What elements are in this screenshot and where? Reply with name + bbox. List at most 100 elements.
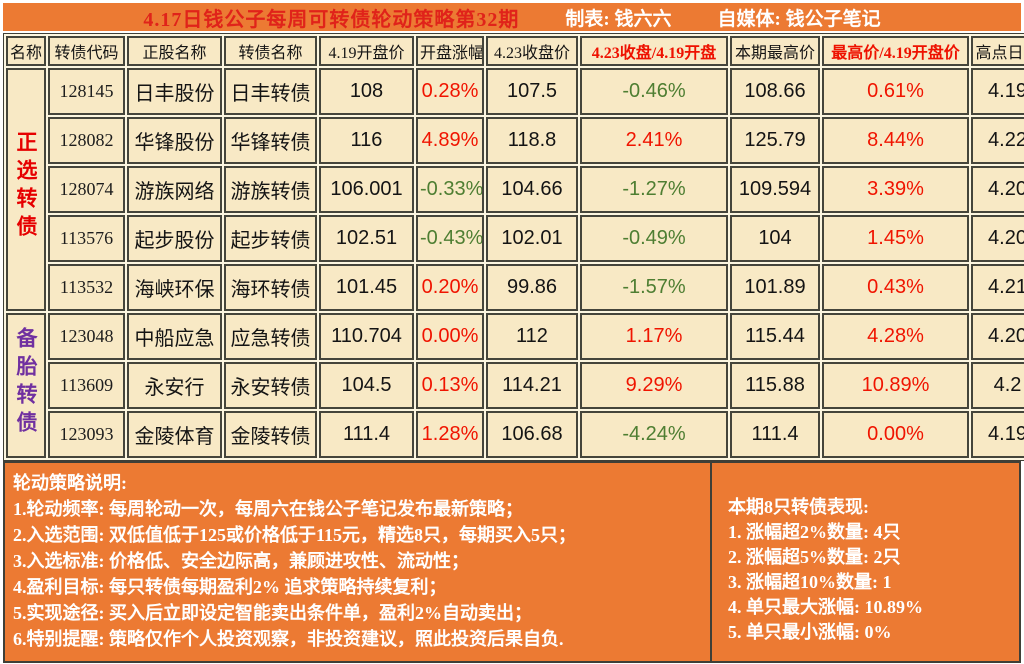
strategy-notes-panel: 轮动策略说明: 1.轮动频率: 每周轮动一次，每周六在钱公子笔记发布最新策略； … (5, 463, 712, 661)
cell-close-open-ratio: -4.24% (580, 411, 728, 458)
cell-bond-code: 113532 (48, 264, 125, 311)
col-header-bond-code: 转债代码 (48, 36, 125, 66)
cell-open-price: 101.45 (319, 264, 414, 311)
group-label-primary: 正选转债 (6, 68, 46, 311)
cell-close-price: 106.68 (486, 411, 578, 458)
group-label-backup-text: 备胎转债 (14, 327, 38, 439)
strategy-note-1: 1.轮动频率: 每周轮动一次，每周六在钱公子笔记发布最新策略； (13, 499, 523, 519)
cell-close-open-ratio: -1.27% (580, 166, 728, 213)
cell-bond-name: 游族转债 (224, 166, 317, 213)
cell-open-change: -0.43% (416, 215, 484, 262)
cell-high-date: 4.20 (971, 166, 1024, 213)
cell-bond-code: 123048 (48, 313, 125, 360)
col-header-name: 名称 (6, 36, 46, 66)
table-row: 113532 海峡环保 海环转债 101.45 0.20% 99.86 -1.5… (6, 264, 1024, 311)
cell-bond-name: 永安转债 (224, 362, 317, 409)
cell-open-change: 0.00% (416, 313, 484, 360)
cell-stock-name: 中船应急 (127, 313, 222, 360)
strategy-note-2: 2.入选范围: 双低值低于125或价格低于115元，精选8只，每期买入5只； (13, 525, 576, 545)
cell-open-price: 102.51 (319, 215, 414, 262)
cell-stock-name: 永安行 (127, 362, 222, 409)
cell-open-price: 116 (319, 117, 414, 164)
cell-stock-name: 起步股份 (127, 215, 222, 262)
col-header-high-price: 本期最高价 (730, 36, 820, 66)
col-header-close-price: 4.23收盘价 (486, 36, 578, 66)
cell-bond-name: 华锋转债 (224, 117, 317, 164)
cell-stock-name: 游族网络 (127, 166, 222, 213)
cell-close-open-ratio: 1.17% (580, 313, 728, 360)
cell-high-open-ratio: 0.43% (822, 264, 969, 311)
cell-open-change: 1.28% (416, 411, 484, 458)
cell-close-open-ratio: -0.46% (580, 68, 728, 115)
col-header-bond-name: 转债名称 (224, 36, 317, 66)
cell-high-date: 4.19 (971, 68, 1024, 115)
performance-line-1: 1. 涨幅超2%数量: 4只 (728, 522, 901, 542)
cell-bond-name: 金陵转债 (224, 411, 317, 458)
cell-high-price: 109.594 (730, 166, 820, 213)
cell-open-price: 104.5 (319, 362, 414, 409)
cell-open-change: 4.89% (416, 117, 484, 164)
strategy-note-5: 5.实现途径: 买入后立即设定智能卖出条件单，盈利2%自动卖出； (13, 603, 532, 623)
bond-table: 名称 转债代码 正股名称 转债名称 4.19开盘价 开盘涨幅 4.23收盘价 4… (3, 33, 1024, 461)
performance-line-3: 3. 涨幅超10%数量: 1 (728, 572, 892, 592)
cell-close-price: 107.5 (486, 68, 578, 115)
cell-high-date: 4.2 (971, 362, 1024, 409)
notes-section: 轮动策略说明: 1.轮动频率: 每周轮动一次，每周六在钱公子笔记发布最新策略； … (3, 461, 1021, 663)
table-row: 113576 起步股份 起步转债 102.51 -0.43% 102.01 -0… (6, 215, 1024, 262)
cell-stock-name: 日丰股份 (127, 68, 222, 115)
cell-high-price: 125.79 (730, 117, 820, 164)
cell-high-price: 115.88 (730, 362, 820, 409)
cell-high-date: 4.22 (971, 117, 1024, 164)
cell-stock-name: 金陵体育 (127, 411, 222, 458)
cell-bond-code: 128082 (48, 117, 125, 164)
cell-close-price: 104.66 (486, 166, 578, 213)
cell-bond-name: 应急转债 (224, 313, 317, 360)
performance-panel: 本期8只转债表现: 1. 涨幅超2%数量: 4只 2. 涨幅超5%数量: 2只 … (712, 463, 1019, 661)
table-row: 备胎转债 123048 中船应急 应急转债 110.704 0.00% 112 … (6, 313, 1024, 458)
cell-open-change: 0.13% (416, 362, 484, 409)
cell-high-date: 4.20 (971, 313, 1024, 360)
author-credit: 制表: 钱六六 (565, 8, 672, 30)
cell-close-open-ratio: 9.29% (580, 362, 728, 409)
performance-line-4: 4. 单只最大涨幅: 10.89% (728, 597, 923, 617)
strategy-note-3: 3.入选标准: 价格低、安全边际高，兼顾进攻性、流动性； (13, 551, 469, 571)
cell-close-price: 114.21 (486, 362, 578, 409)
header-row: 名称 转债代码 正股名称 转债名称 4.19开盘价 开盘涨幅 4.23收盘价 4… (6, 36, 1024, 66)
col-header-stock-name: 正股名称 (127, 36, 222, 66)
cell-high-open-ratio: 3.39% (822, 166, 969, 213)
cell-open-price: 111.4 (319, 411, 414, 458)
cell-high-price: 111.4 (730, 411, 820, 458)
cell-high-date: 4.19 (971, 411, 1024, 458)
cell-high-open-ratio: 4.28% (822, 313, 969, 360)
cell-bond-name: 日丰转债 (224, 68, 317, 115)
cell-bond-code: 128145 (48, 68, 125, 115)
cell-high-date: 4.21 (971, 264, 1024, 311)
table-row: 128082 华锋股份 华锋转债 116 4.89% 118.8 2.41% 1… (6, 117, 1024, 164)
cell-bond-code: 123093 (48, 411, 125, 458)
strategy-note-4: 4.盈利目标: 每只转债每期盈利2% 追求策略持续复利； (13, 577, 447, 597)
cell-high-open-ratio: 1.45% (822, 215, 969, 262)
col-header-open-change: 开盘涨幅 (416, 36, 484, 66)
cell-high-open-ratio: 0.61% (822, 68, 969, 115)
performance-line-2: 2. 涨幅超5%数量: 2只 (728, 547, 901, 567)
cell-open-change: -0.33% (416, 166, 484, 213)
table-row: 正选转债 128145 日丰股份 日丰转债 108 0.28% 107.5 -0… (6, 68, 1024, 311)
table-row: 113609 永安行 永安转债 104.5 0.13% 114.21 9.29%… (6, 362, 1024, 409)
media-credit: 自媒体: 钱公子笔记 (717, 8, 881, 30)
table-row: 123093 金陵体育 金陵转债 111.4 1.28% 106.68 -4.2… (6, 411, 1024, 458)
strategy-notes-heading: 轮动策略说明: (13, 473, 127, 493)
cell-close-open-ratio: -0.49% (580, 215, 728, 262)
cell-high-price: 101.89 (730, 264, 820, 311)
performance-heading: 本期8只转债表现: (728, 497, 869, 517)
cell-close-open-ratio: -1.57% (580, 264, 728, 311)
cell-bond-code: 113576 (48, 215, 125, 262)
cell-stock-name: 海峡环保 (127, 264, 222, 311)
cell-high-price: 115.44 (730, 313, 820, 360)
cell-bond-name: 起步转债 (224, 215, 317, 262)
cell-close-price: 118.8 (486, 117, 578, 164)
cell-open-change: 0.20% (416, 264, 484, 311)
cell-high-open-ratio: 10.89% (822, 362, 969, 409)
performance-line-5: 5. 单只最小涨幅: 0% (728, 622, 892, 642)
cell-close-price: 99.86 (486, 264, 578, 311)
strategy-note-6: 6.特别提醒: 策略仅作个人投资观察，非投资建议，照此投资后果自负. (13, 629, 564, 649)
